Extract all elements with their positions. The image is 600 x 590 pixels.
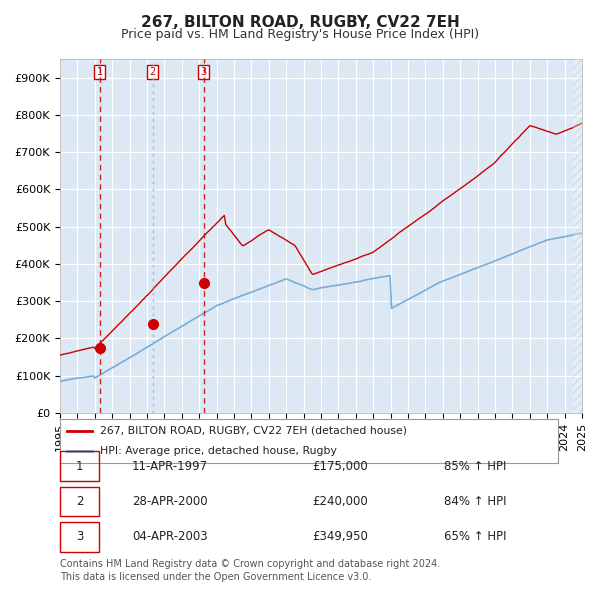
Text: £175,000: £175,000: [312, 460, 368, 473]
Text: 65% ↑ HPI: 65% ↑ HPI: [444, 530, 506, 543]
Text: 85% ↑ HPI: 85% ↑ HPI: [444, 460, 506, 473]
Text: 1: 1: [97, 67, 103, 77]
Text: 267, BILTON ROAD, RUGBY, CV22 7EH: 267, BILTON ROAD, RUGBY, CV22 7EH: [140, 15, 460, 30]
Text: £349,950: £349,950: [312, 530, 368, 543]
Text: This data is licensed under the Open Government Licence v3.0.: This data is licensed under the Open Gov…: [60, 572, 371, 582]
Text: HPI: Average price, detached house, Rugby: HPI: Average price, detached house, Rugb…: [100, 446, 337, 456]
Text: £240,000: £240,000: [312, 495, 368, 508]
Text: 84% ↑ HPI: 84% ↑ HPI: [444, 495, 506, 508]
Text: 1: 1: [76, 460, 83, 473]
Text: 3: 3: [76, 530, 83, 543]
Bar: [573, 59, 582, 413]
Text: 2: 2: [76, 495, 83, 508]
Text: 2: 2: [149, 67, 155, 77]
Text: 3: 3: [200, 67, 207, 77]
Text: 28-APR-2000: 28-APR-2000: [132, 495, 208, 508]
Text: Contains HM Land Registry data © Crown copyright and database right 2024.: Contains HM Land Registry data © Crown c…: [60, 559, 440, 569]
Text: 267, BILTON ROAD, RUGBY, CV22 7EH (detached house): 267, BILTON ROAD, RUGBY, CV22 7EH (detac…: [100, 426, 407, 436]
Text: 04-APR-2003: 04-APR-2003: [132, 530, 208, 543]
Text: Price paid vs. HM Land Registry's House Price Index (HPI): Price paid vs. HM Land Registry's House …: [121, 28, 479, 41]
Text: 11-APR-1997: 11-APR-1997: [132, 460, 208, 473]
